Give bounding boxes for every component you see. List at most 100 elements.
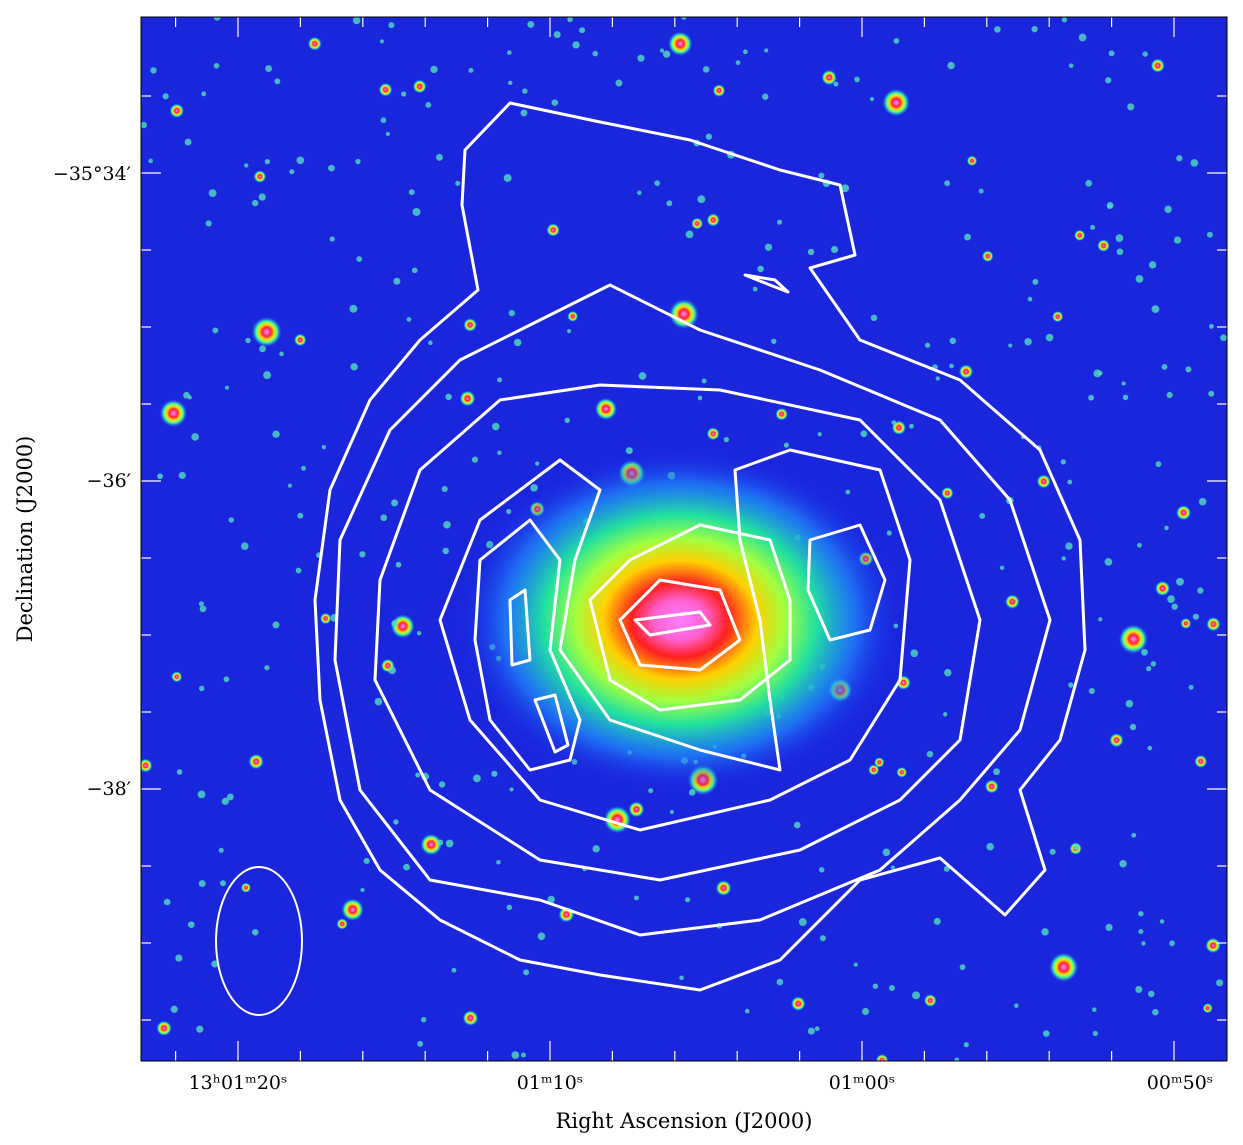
star: [886, 530, 892, 536]
star: [445, 393, 452, 401]
star: [1049, 848, 1056, 855]
star: [393, 277, 401, 285]
star: [1159, 919, 1165, 924]
star: [263, 371, 272, 380]
star: [295, 567, 302, 574]
star: [506, 904, 513, 911]
star: [702, 66, 710, 73]
star: [1141, 941, 1146, 946]
y-tick-label: −36′: [87, 470, 131, 492]
star: [175, 954, 183, 962]
star: [776, 978, 784, 986]
star: [685, 230, 694, 239]
star: [654, 180, 661, 187]
star: [508, 309, 515, 317]
star: [442, 547, 449, 555]
star: [473, 774, 481, 783]
star: [251, 929, 259, 936]
star: [198, 601, 204, 607]
star: [491, 770, 498, 777]
star: [706, 213, 720, 227]
star: [964, 233, 971, 241]
star: [1108, 50, 1115, 57]
star: [1061, 17, 1068, 23]
contours: [215, 101, 1087, 1016]
star: [537, 932, 546, 941]
star: [579, 27, 586, 34]
star: [1138, 928, 1144, 934]
star: [723, 436, 730, 443]
star: [201, 91, 207, 97]
star: [349, 304, 358, 313]
star: [790, 996, 806, 1012]
star: [307, 36, 322, 51]
star: [776, 219, 783, 225]
star: [551, 99, 559, 106]
star: [390, 614, 415, 639]
star: [771, 338, 777, 344]
star: [1093, 369, 1102, 378]
star: [923, 994, 937, 1007]
star: [553, 31, 561, 39]
star: [637, 54, 645, 62]
star: [226, 793, 234, 801]
star: [287, 483, 292, 488]
star: [868, 764, 880, 776]
star: [958, 364, 974, 379]
star: [412, 79, 427, 94]
star: [1150, 661, 1157, 667]
star: [1129, 723, 1137, 731]
star: [1104, 558, 1113, 566]
star: [1085, 179, 1093, 187]
star: [744, 1008, 750, 1014]
star: [191, 433, 199, 441]
star: [963, 1042, 969, 1048]
star: [228, 517, 235, 523]
star: [248, 753, 264, 770]
star: [363, 857, 370, 865]
star: [1088, 394, 1095, 401]
star: [592, 845, 600, 853]
star: [757, 265, 764, 273]
star: [1176, 577, 1184, 586]
star: [986, 842, 994, 851]
star: [328, 164, 335, 172]
star: [959, 964, 966, 971]
star: [258, 193, 266, 201]
star: [199, 605, 207, 613]
star: [819, 935, 826, 942]
star: [566, 328, 572, 334]
star: [341, 898, 364, 921]
star: [520, 109, 528, 117]
star: [1024, 338, 1032, 346]
star: [1097, 239, 1110, 253]
star: [157, 473, 164, 480]
star: [662, 50, 671, 58]
star: [428, 340, 433, 346]
star: [1127, 103, 1135, 111]
star: [944, 180, 951, 187]
star: [438, 781, 446, 788]
star: [1068, 682, 1074, 688]
star: [1197, 587, 1204, 594]
star: [572, 41, 580, 49]
star: [706, 427, 720, 441]
star: [170, 1005, 178, 1013]
star: [430, 65, 438, 74]
star: [360, 887, 365, 893]
star: [463, 318, 478, 332]
star: [979, 513, 986, 519]
star: [1004, 594, 1020, 610]
star: [688, 789, 696, 796]
star: [712, 84, 726, 97]
star: [547, 895, 555, 904]
star: [924, 342, 931, 348]
star: [1116, 248, 1124, 256]
star: [1161, 363, 1168, 370]
star: [1164, 205, 1172, 214]
star: [1067, 479, 1073, 485]
star: [148, 158, 153, 164]
star: [615, 79, 623, 87]
ticks: [141, 17, 1227, 1061]
star: [356, 256, 363, 262]
